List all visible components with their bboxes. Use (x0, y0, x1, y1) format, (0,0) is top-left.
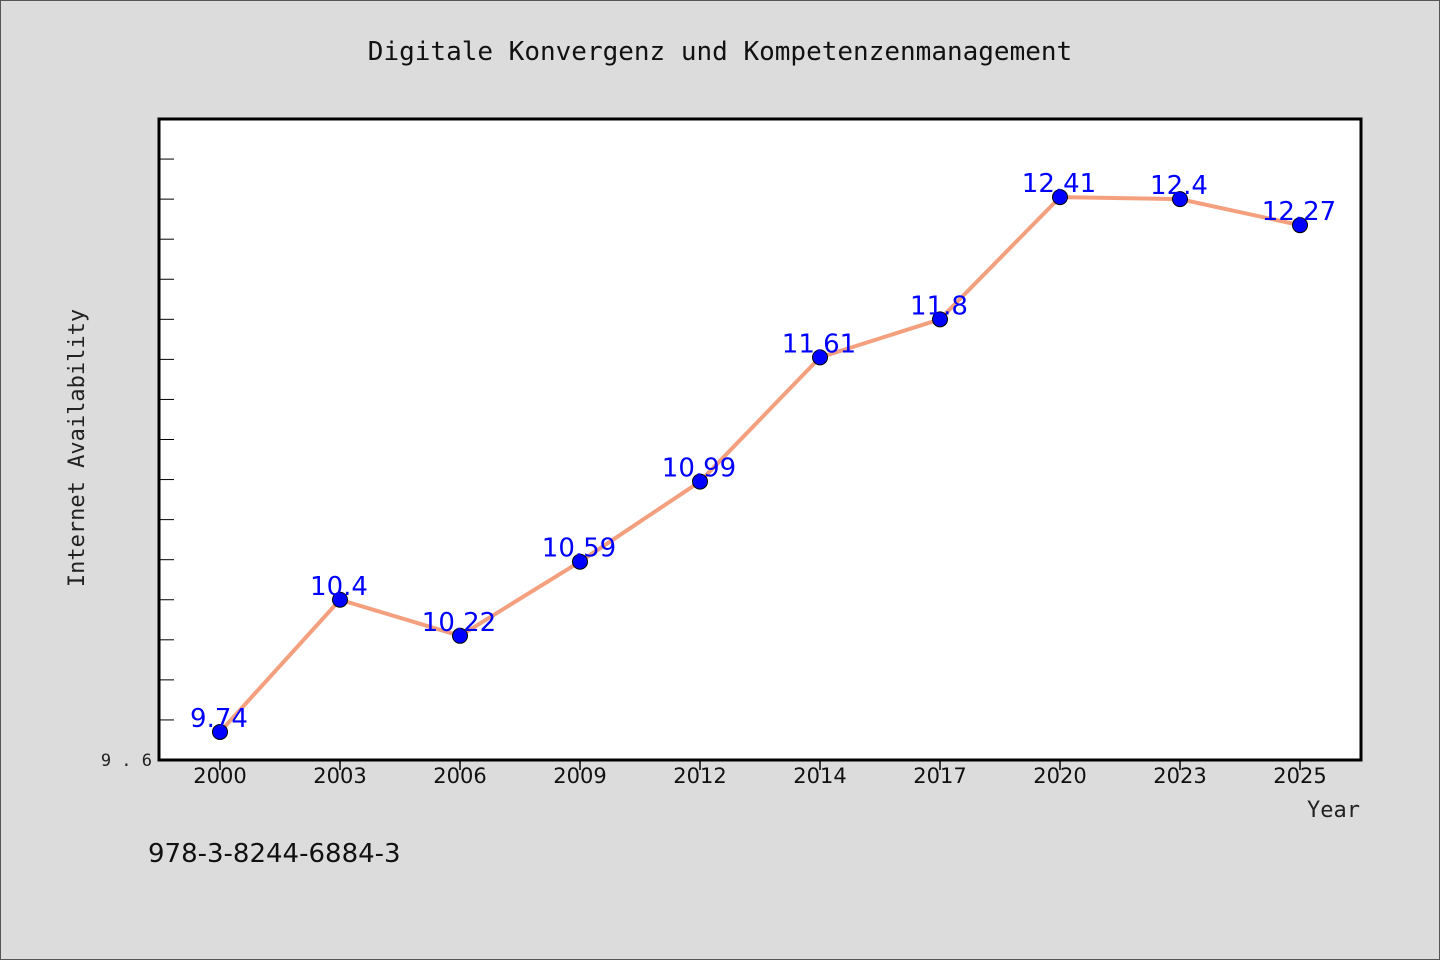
y-axis-tick-labels: 9 . 6 (101, 751, 152, 771)
y-axis-ticks (159, 158, 174, 761)
data-point (452, 627, 468, 644)
data-label: 10.22 (422, 608, 496, 638)
data-label: 10.4 (310, 572, 368, 602)
data-point (1292, 217, 1308, 234)
data-label: 12.4 (1150, 171, 1208, 201)
y-axis-label: Internet Availability (65, 309, 90, 587)
isbn-text: 978-3-8244-6884-3 (148, 839, 401, 869)
plot-area (157, 117, 1363, 762)
y-tick-label: 9 . 6 (101, 751, 152, 771)
x-tick-label: 2023 (1153, 764, 1206, 788)
x-axis-ticks (219, 760, 1301, 770)
data-label: 10.99 (662, 454, 736, 484)
data-point (1172, 191, 1188, 208)
x-axis-tick-labels: 2000 2003 2006 2009 2012 2014 2017 2020 2023 2025 (193, 764, 1326, 788)
x-tick-label: 2003 (313, 764, 366, 788)
chart-title: Digitale Konvergenz und Kompetenzenmanag… (368, 37, 1072, 67)
data-point (572, 553, 588, 570)
x-tick-label: 2017 (913, 764, 966, 788)
series-group (218, 195, 1302, 734)
data-point (1052, 189, 1068, 206)
series-line (218, 195, 1302, 734)
x-tick-label: 2014 (793, 764, 846, 788)
data-point (812, 349, 828, 366)
data-label-group: 9.74 10.4 10.22 10.59 10.99 11.61 11.8 12.41 12.… (190, 169, 1336, 734)
data-point (932, 311, 948, 328)
data-label: 12.41 (1022, 169, 1096, 199)
x-tick-label: 2000 (193, 764, 246, 788)
data-label: 11.61 (782, 329, 856, 359)
x-tick-label: 2025 (1273, 764, 1326, 788)
data-label: 12.27 (1262, 197, 1336, 227)
data-label: 11.8 (910, 291, 968, 321)
data-point (212, 723, 228, 740)
x-tick-label: 2006 (433, 764, 486, 788)
x-tick-label: 2009 (553, 764, 606, 788)
data-label: 10.59 (542, 534, 616, 564)
x-tick-label: 2020 (1033, 764, 1086, 788)
data-point (692, 473, 708, 490)
data-point (332, 591, 348, 608)
data-label: 9.74 (190, 704, 248, 734)
x-tick-label: 2012 (673, 764, 726, 788)
x-axis-label: Year (1307, 798, 1360, 823)
marker-group (212, 189, 1308, 740)
